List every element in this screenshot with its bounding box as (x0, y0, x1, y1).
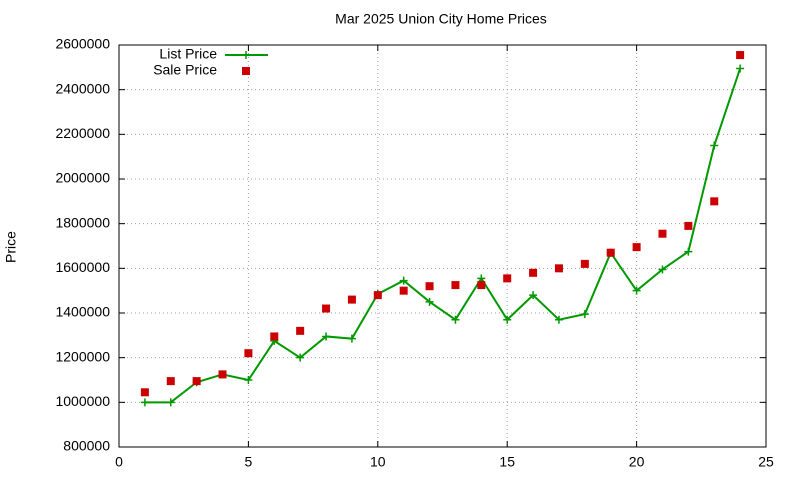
point-marker (140, 398, 149, 407)
point-marker (580, 310, 589, 319)
point-marker (710, 141, 719, 150)
point-marker (218, 370, 227, 379)
x-tick-label: 0 (115, 454, 123, 470)
point-marker (684, 247, 693, 256)
x-tick-label: 25 (758, 454, 774, 470)
point-marker (477, 274, 486, 283)
point-marker (529, 268, 538, 277)
point-marker (554, 315, 563, 324)
point-marker (632, 286, 641, 295)
point-marker (242, 51, 250, 59)
point-marker (166, 398, 175, 407)
series-line (144, 68, 742, 404)
point-marker (658, 265, 667, 274)
point-marker (347, 295, 356, 304)
x-tick-label: 10 (370, 454, 386, 470)
x-tick-label: 20 (629, 454, 645, 470)
point-marker (710, 197, 719, 206)
point-marker (244, 376, 253, 384)
y-axis-label: Price (3, 231, 19, 263)
point-marker (166, 377, 175, 386)
point-marker (736, 64, 745, 73)
x-tick-label: 5 (245, 454, 253, 470)
point-marker (425, 282, 434, 291)
y-tick-label: 1000000 (55, 393, 110, 409)
point-marker (451, 315, 460, 324)
point-marker (503, 315, 512, 324)
point-marker (242, 67, 250, 75)
y-tick-label: 2000000 (55, 170, 110, 186)
point-marker (322, 332, 331, 341)
y-tick-label: 1200000 (55, 348, 110, 364)
point-marker (399, 276, 408, 285)
point-marker (296, 326, 305, 335)
point-marker (425, 297, 434, 306)
point-marker (347, 334, 356, 343)
point-marker (529, 291, 538, 300)
y-tick-label: 800000 (63, 438, 110, 454)
plot-border (118, 44, 767, 448)
y-tick-label: 1600000 (55, 259, 110, 275)
legend-label: Sale Price (153, 62, 217, 78)
point-marker (477, 281, 486, 290)
point-marker (399, 286, 408, 295)
point-marker (658, 229, 667, 238)
y-tick-label: 2400000 (55, 80, 110, 96)
point-marker (296, 353, 305, 362)
point-marker (632, 243, 641, 252)
point-marker (606, 248, 615, 257)
y-tick-label: 1800000 (55, 214, 110, 230)
point-marker (503, 274, 512, 283)
point-marker (140, 388, 149, 397)
point-marker (270, 332, 279, 341)
legend-label: List Price (159, 46, 217, 62)
point-marker (244, 349, 253, 358)
x-tick-label: 15 (499, 454, 515, 470)
point-marker (736, 51, 745, 60)
point-marker (373, 291, 382, 300)
point-marker (684, 221, 693, 230)
point-marker (554, 264, 563, 273)
point-marker (322, 304, 331, 313)
point-marker (451, 281, 460, 290)
y-tick-label: 2200000 (55, 125, 110, 141)
y-tick-label: 2600000 (55, 36, 110, 52)
y-tick-label: 1400000 (55, 304, 110, 320)
point-marker (580, 259, 589, 268)
chart-title: Mar 2025 Union City Home Prices (335, 11, 547, 27)
point-marker (192, 377, 201, 386)
